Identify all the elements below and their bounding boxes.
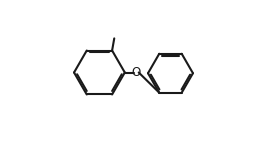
- Text: O: O: [131, 66, 141, 79]
